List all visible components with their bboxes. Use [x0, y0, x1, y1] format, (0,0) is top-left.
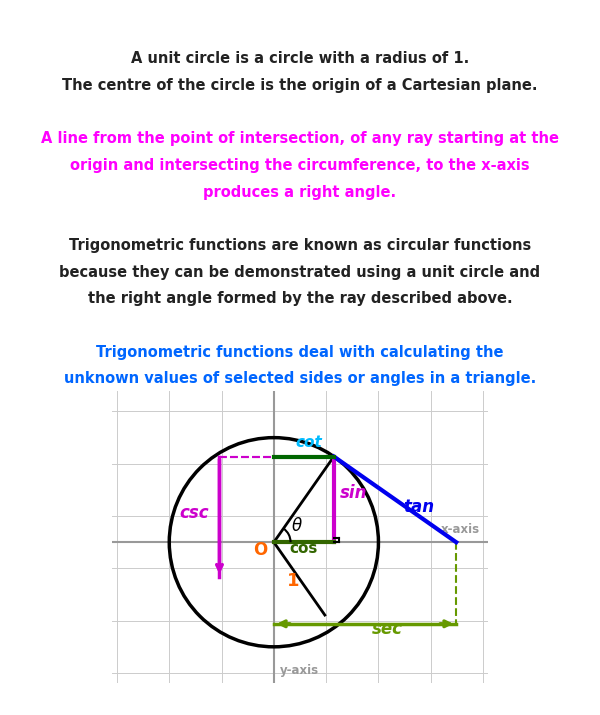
Text: sec: sec [371, 621, 403, 638]
Text: 1: 1 [287, 572, 299, 590]
Text: unit circle: unit circle [222, 6, 378, 34]
Text: x-axis: x-axis [441, 523, 480, 536]
Text: $\theta$: $\theta$ [291, 517, 303, 535]
Text: O: O [253, 541, 268, 559]
Text: because they can be demonstrated using a unit circle and: because they can be demonstrated using a… [59, 265, 541, 280]
Text: unknown values of selected sides or angles in a triangle.: unknown values of selected sides or angl… [64, 372, 536, 387]
Text: A unit circle is a circle with a radius of 1.: A unit circle is a circle with a radius … [131, 51, 469, 66]
Text: sin: sin [340, 483, 368, 502]
Text: © Jenny Eather 2015: © Jenny Eather 2015 [227, 694, 373, 708]
Text: Trigonometric functions deal with calculating the: Trigonometric functions deal with calcul… [96, 345, 504, 360]
Text: produces a right angle.: produces a right angle. [203, 184, 397, 199]
Text: cot: cot [296, 435, 322, 450]
Text: trigonometric functions shown on a unit circle: trigonometric functions shown on a unit … [102, 363, 498, 378]
Text: cos: cos [290, 541, 318, 556]
Text: the right angle formed by the ray described above.: the right angle formed by the ray descri… [88, 292, 512, 307]
Text: The centre of the circle is the origin of a Cartesian plane.: The centre of the circle is the origin o… [62, 78, 538, 93]
Text: csc: csc [179, 504, 209, 522]
Text: tan: tan [404, 498, 435, 516]
Text: y-axis: y-axis [280, 664, 319, 677]
Text: Trigonometric functions are known as circular functions: Trigonometric functions are known as cir… [69, 238, 531, 253]
Text: A line from the point of intersection, of any ray starting at the: A line from the point of intersection, o… [41, 132, 559, 147]
Text: origin and intersecting the circumference, to the x-axis: origin and intersecting the circumferenc… [70, 158, 530, 173]
